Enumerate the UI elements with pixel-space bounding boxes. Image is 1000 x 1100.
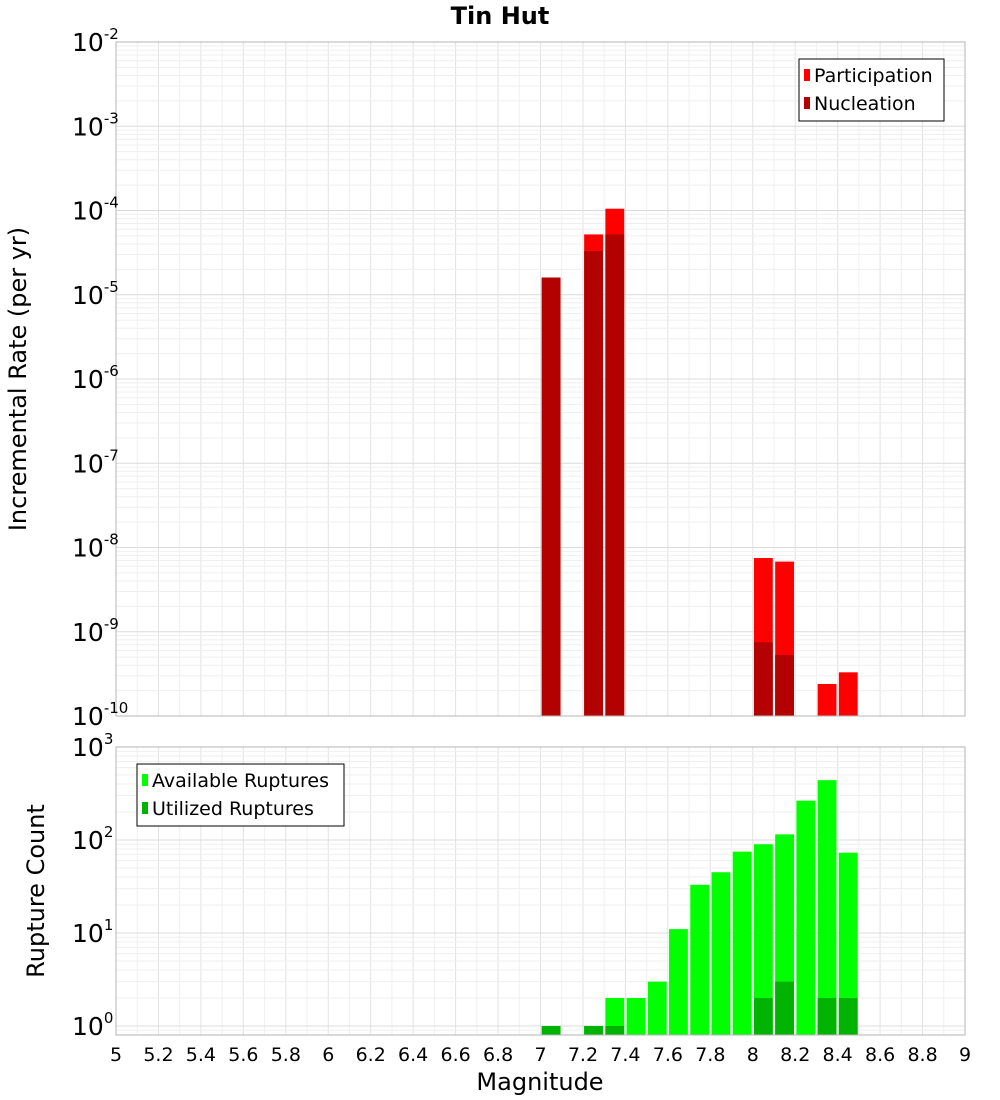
top-y-ticks: 10-2 10-3 10-4 10-5 10-6 10-7 10-8 10-9 10-10 xyxy=(72,25,128,731)
chart-title: Tin Hut xyxy=(451,2,550,30)
x-tick-label: 5.8 xyxy=(271,1044,301,1066)
bar xyxy=(775,981,794,1035)
bar xyxy=(669,929,688,1035)
x-tick-label: 6.4 xyxy=(398,1044,428,1066)
x-axis-label: Magnitude xyxy=(476,1068,603,1096)
top-panel: 10-2 10-3 10-4 10-5 10-6 10-7 10-8 10-9 10-10 In… xyxy=(4,25,966,731)
bar xyxy=(838,852,858,1035)
legend-label: Nucleation xyxy=(814,93,916,115)
y-tick-label: 103 xyxy=(72,730,113,762)
x-tick-label: 5.2 xyxy=(143,1044,173,1066)
x-tick-label: 5.6 xyxy=(228,1044,258,1066)
top-bars xyxy=(541,208,858,717)
bar xyxy=(541,1025,561,1035)
x-tick-label: 8.8 xyxy=(907,1044,937,1066)
x-tick-label: 7.6 xyxy=(653,1044,683,1066)
x-tick-label: 5.4 xyxy=(186,1044,216,1066)
bottom-bars xyxy=(541,780,858,1035)
x-ticks: 5 5.2 5.4 5.6 5.8 6 6.2 6.4 6.6 6.8 7 7.2 7.4 7.6 7.8 8… xyxy=(110,1044,971,1066)
bottom-y-axis-label: Rupture Count xyxy=(22,804,50,978)
bar xyxy=(605,997,625,1035)
y-tick-label: 101 xyxy=(72,916,113,948)
bar xyxy=(796,800,816,1035)
bar xyxy=(605,1025,625,1035)
bar xyxy=(753,844,773,1035)
legend-swatch xyxy=(142,774,148,786)
bar xyxy=(817,780,837,1035)
bar xyxy=(753,642,773,716)
x-tick-label: 6.6 xyxy=(440,1044,470,1066)
x-tick-label: 8.4 xyxy=(823,1044,853,1066)
top-legend: Participation Nucleation xyxy=(798,58,945,122)
top-y-axis-label: Incremental Rate (per yr) xyxy=(4,227,32,531)
bar xyxy=(817,997,837,1035)
y-tick-label: 100 xyxy=(72,1009,113,1041)
top-plot-border xyxy=(115,41,966,717)
bar xyxy=(541,277,561,716)
bottom-plot-border xyxy=(115,746,966,1036)
x-tick-label: 7.2 xyxy=(568,1044,598,1066)
legend-label: Utilized Ruptures xyxy=(152,798,314,820)
x-tick-label: 6.8 xyxy=(483,1044,513,1066)
x-tick-label: 6.2 xyxy=(356,1044,386,1066)
y-tick-label: 10-4 xyxy=(72,194,119,226)
bar xyxy=(753,997,773,1035)
x-tick-label: 8 xyxy=(747,1044,759,1066)
bar xyxy=(626,997,646,1035)
bar xyxy=(711,872,731,1035)
x-tick-label: 5 xyxy=(110,1044,122,1066)
legend-label: Available Ruptures xyxy=(152,770,329,792)
bar xyxy=(690,884,710,1035)
top-grid xyxy=(115,41,966,717)
bar xyxy=(647,981,667,1035)
y-tick-label: 10-5 xyxy=(72,278,119,310)
y-tick-label: 10-10 xyxy=(72,699,128,731)
bar xyxy=(775,654,794,716)
y-tick-label: 102 xyxy=(72,823,113,855)
bar xyxy=(732,851,752,1035)
x-tick-label: 8.6 xyxy=(865,1044,895,1066)
x-tick-label: 7 xyxy=(534,1044,546,1066)
y-tick-label: 10-7 xyxy=(72,446,119,478)
bottom-y-ticks: 103 102 101 100 xyxy=(72,730,113,1041)
y-tick-label: 10-8 xyxy=(72,531,119,563)
bar xyxy=(584,1025,603,1035)
x-tick-label: 8.2 xyxy=(780,1044,810,1066)
x-tick-label: 7.4 xyxy=(610,1044,640,1066)
y-tick-label: 10-9 xyxy=(72,615,119,647)
bottom-legend: Available Ruptures Utilized Ruptures xyxy=(136,763,345,827)
bar xyxy=(838,672,858,716)
legend-swatch xyxy=(804,97,810,109)
y-tick-label: 10-6 xyxy=(72,362,119,394)
legend-swatch xyxy=(804,69,810,81)
y-tick-label: 10-3 xyxy=(72,109,119,141)
x-tick-label: 9 xyxy=(959,1044,971,1066)
bar xyxy=(817,683,837,716)
bar xyxy=(584,251,603,717)
bar xyxy=(838,997,858,1035)
bar xyxy=(605,234,625,717)
x-tick-label: 7.8 xyxy=(695,1044,725,1066)
legend-swatch xyxy=(142,802,148,814)
y-tick-label: 10-2 xyxy=(72,25,119,57)
bottom-panel: 103 102 101 100 5 5.2 5.4 5.6 5.8 6 6.2 6.4 6.6 6.8 7… xyxy=(22,730,971,1096)
legend-box xyxy=(798,58,945,122)
x-tick-label: 6 xyxy=(322,1044,334,1066)
legend-label: Participation xyxy=(814,65,933,87)
legend-box xyxy=(136,763,345,827)
